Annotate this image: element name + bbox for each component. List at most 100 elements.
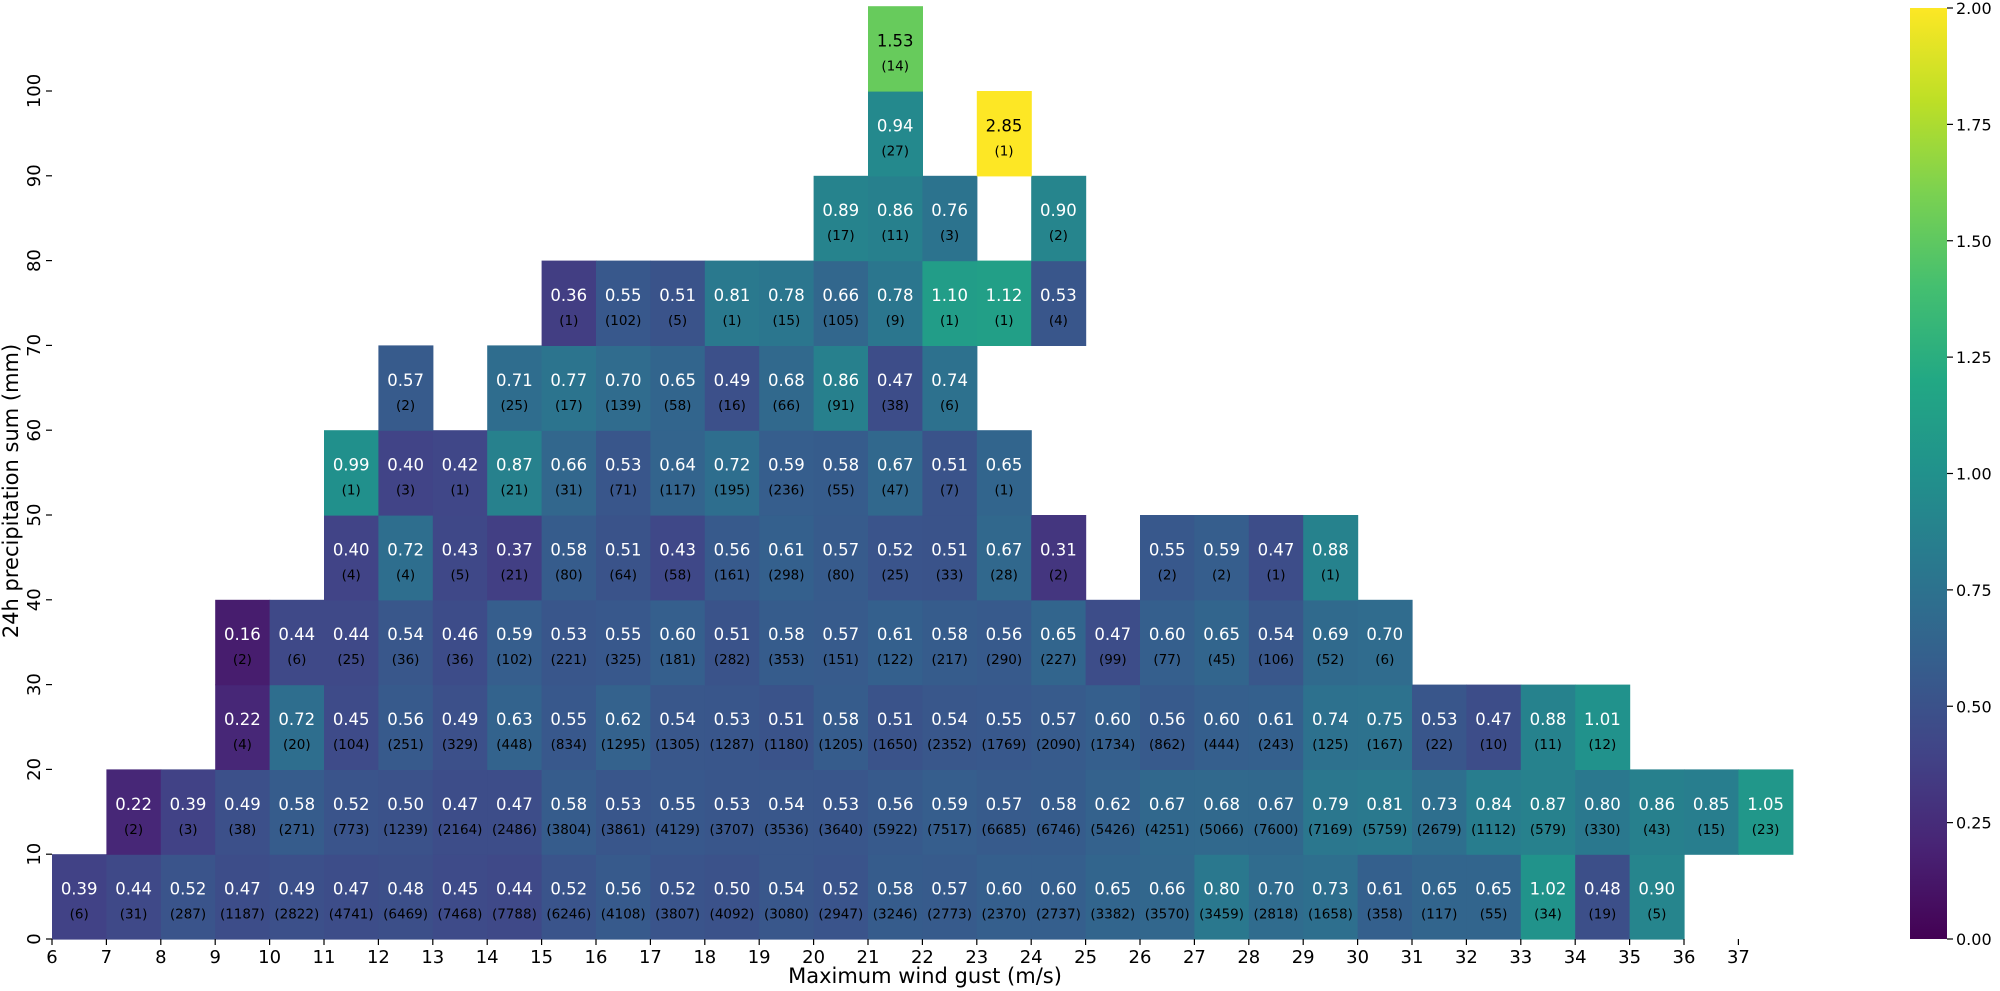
heatmap-cell xyxy=(1575,684,1631,770)
cell-count-label: (1734) xyxy=(1090,737,1135,753)
cell-value-label: 0.65 xyxy=(1475,880,1512,899)
cell-count-label: (117) xyxy=(659,483,695,499)
cell-value-label: 0.57 xyxy=(387,371,424,390)
heatmap-cell xyxy=(269,684,325,770)
cell-count-label: (1239) xyxy=(383,822,428,838)
cell-value-label: 0.59 xyxy=(496,625,533,644)
cell-value-label: 0.52 xyxy=(659,880,696,899)
cell-value-label: 0.86 xyxy=(1638,795,1675,814)
heatmap-cell xyxy=(1031,854,1087,940)
heatmap-cell xyxy=(1520,854,1576,940)
heatmap-cell xyxy=(378,769,434,855)
cell-value-label: 0.57 xyxy=(986,795,1023,814)
cell-value-label: 0.46 xyxy=(442,625,479,644)
heatmap-cell xyxy=(1629,769,1685,855)
cell-value-label: 0.22 xyxy=(224,710,261,729)
heatmap-cell xyxy=(378,684,434,770)
cell-count-label: (71) xyxy=(609,483,637,499)
cell-value-label: 0.66 xyxy=(550,456,587,475)
cell-count-label: (4092) xyxy=(710,907,755,923)
heatmap-cell xyxy=(1575,769,1631,855)
cell-value-label: 0.58 xyxy=(550,540,587,559)
cell-count-label: (34) xyxy=(1534,907,1562,923)
cell-count-label: (7788) xyxy=(492,907,537,923)
heatmap-cell xyxy=(1303,599,1359,686)
heatmap-cell xyxy=(378,345,434,431)
cell-value-label: 0.67 xyxy=(986,540,1023,559)
cell-value-label: 0.57 xyxy=(1040,710,1077,729)
x-tick-label: 34 xyxy=(1564,947,1587,968)
cell-count-label: (221) xyxy=(551,652,587,668)
cell-value-label: 0.86 xyxy=(822,371,859,390)
heatmap-cell xyxy=(215,684,271,770)
heatmap-cell xyxy=(1031,260,1087,346)
colorbar-tick-label: 1.25 xyxy=(1956,348,1992,367)
cell-count-label: (167) xyxy=(1367,737,1403,753)
cell-value-label: 0.60 xyxy=(1203,710,1240,729)
cell-count-label: (7169) xyxy=(1308,822,1353,838)
cell-value-label: 0.57 xyxy=(822,540,859,559)
cell-value-label: 0.62 xyxy=(1094,795,1131,814)
cell-count-label: (25) xyxy=(501,398,529,414)
heatmap-cell xyxy=(1140,515,1195,601)
cell-value-label: 0.40 xyxy=(333,540,370,559)
cell-value-label: 0.62 xyxy=(605,710,642,729)
heatmap-cell xyxy=(650,854,706,940)
cell-count-label: (1) xyxy=(342,483,361,499)
x-tick-label: 36 xyxy=(1673,947,1696,968)
y-tick-label: 60 xyxy=(24,419,45,442)
heatmap-cell xyxy=(868,684,923,770)
heatmap-cell xyxy=(976,260,1032,346)
x-tick-label: 24 xyxy=(1020,947,1043,968)
cell-count-label: (1) xyxy=(1321,567,1340,583)
heatmap-cell xyxy=(1194,515,1250,601)
cell-value-label: 0.81 xyxy=(1366,795,1403,814)
cell-value-label: 0.58 xyxy=(877,880,914,899)
x-tick-label: 29 xyxy=(1292,947,1315,968)
cell-value-label: 0.43 xyxy=(442,540,479,559)
heatmap-cell xyxy=(1357,684,1413,770)
heatmap-cell xyxy=(1738,769,1794,855)
cell-value-label: 0.47 xyxy=(1258,540,1295,559)
cell-count-label: (448) xyxy=(496,737,532,753)
heatmap-cell xyxy=(1412,684,1467,770)
y-axis-title: 24h precipitation sum (mm) xyxy=(0,344,23,638)
heatmap-cell xyxy=(868,599,923,686)
cell-count-label: (6) xyxy=(940,398,959,414)
cell-count-label: (5) xyxy=(668,313,687,329)
cell-count-label: (251) xyxy=(387,737,423,753)
cell-value-label: 0.77 xyxy=(550,371,587,390)
cell-count-label: (358) xyxy=(1367,907,1403,923)
cell-value-label: 0.56 xyxy=(1149,710,1186,729)
cell-count-label: (325) xyxy=(605,652,641,668)
cell-value-label: 0.87 xyxy=(1530,795,1567,814)
heatmap-cell xyxy=(324,854,379,940)
cell-count-label: (6685) xyxy=(982,822,1027,838)
y-tick-label: 90 xyxy=(24,164,45,187)
heatmap-cell xyxy=(1520,684,1576,770)
cell-count-label: (14) xyxy=(881,59,909,75)
cell-count-label: (3570) xyxy=(1145,907,1190,923)
cell-count-label: (4) xyxy=(1049,313,1068,329)
cell-value-label: 0.56 xyxy=(986,625,1023,644)
cell-count-label: (3) xyxy=(396,483,415,499)
cell-count-label: (38) xyxy=(229,822,257,838)
cell-value-label: 0.54 xyxy=(768,880,805,899)
heatmap-cell xyxy=(596,599,651,686)
y-tick-label: 10 xyxy=(24,843,45,866)
cell-value-label: 0.49 xyxy=(278,880,315,899)
heatmap-cell xyxy=(759,430,815,516)
cell-count-label: (31) xyxy=(120,907,148,923)
cell-value-label: 0.43 xyxy=(659,540,696,559)
cell-value-label: 0.65 xyxy=(1040,625,1077,644)
heatmap-cell xyxy=(976,515,1032,601)
x-tick-label: 12 xyxy=(367,947,390,968)
heatmap-cell xyxy=(1248,515,1304,601)
cell-count-label: (4741) xyxy=(329,907,374,923)
cell-count-label: (1305) xyxy=(655,737,700,753)
cell-value-label: 0.47 xyxy=(877,371,914,390)
heatmap-cell xyxy=(1140,684,1195,770)
cell-value-label: 0.40 xyxy=(387,456,424,475)
heatmap-cell xyxy=(378,515,434,601)
heatmap-cell xyxy=(922,684,978,770)
